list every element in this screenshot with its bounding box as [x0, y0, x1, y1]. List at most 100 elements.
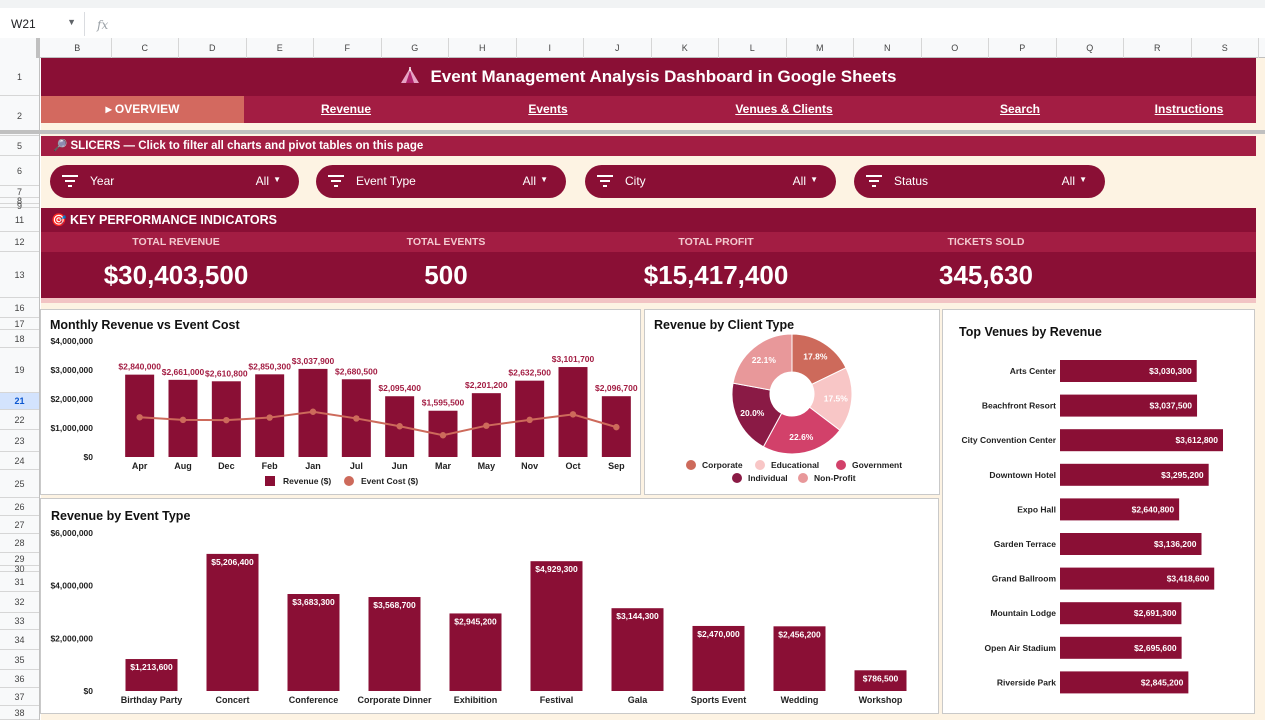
- row-header[interactable]: 16: [0, 298, 39, 318]
- client-type-chart-card[interactable]: Revenue by Client Type 17.8% 17.5% 22.6% 20…: [644, 309, 940, 495]
- event-type-chart-card[interactable]: Revenue by Event Type $6,000,000 $4,000,0…: [40, 498, 939, 714]
- tab-revenue[interactable]: Revenue: [320, 102, 372, 116]
- slicer-event-type[interactable]: Event Type All ▼: [316, 165, 566, 198]
- top-venues-chart-card[interactable]: Top Venues by Revenue Arts Center $3,030,…: [942, 309, 1255, 714]
- column-header[interactable]: L: [719, 38, 787, 58]
- row-header[interactable]: 33: [0, 613, 39, 630]
- row-header[interactable]: 8: [0, 197, 39, 206]
- row-header[interactable]: 29: [0, 553, 39, 566]
- y-tick-label: $4,000,000: [50, 581, 93, 591]
- column-header[interactable]: M: [787, 38, 854, 58]
- tab-venues-clients[interactable]: Venues & Clients: [735, 102, 833, 116]
- tab-instructions[interactable]: Instructions: [1154, 102, 1224, 116]
- chevron-down-icon[interactable]: ▼: [1079, 175, 1087, 184]
- tab-events[interactable]: Events: [528, 102, 568, 116]
- chevron-down-icon[interactable]: ▼: [810, 175, 818, 184]
- row-header[interactable]: 26: [0, 498, 39, 516]
- row-header[interactable]: 18: [0, 330, 39, 348]
- column-header[interactable]: O: [922, 38, 989, 58]
- column-header[interactable]: R: [1124, 38, 1192, 58]
- event-cost-point: [353, 415, 360, 422]
- slicer-status[interactable]: Status All ▼: [854, 165, 1105, 198]
- row-header[interactable]: 24: [0, 452, 39, 470]
- venue-bar: [1060, 636, 1182, 659]
- row-header[interactable]: 28: [0, 534, 39, 553]
- row-header[interactable]: 30: [0, 565, 39, 574]
- tab-overview[interactable]: ▸ OVERVIEW: [41, 96, 244, 123]
- row-header[interactable]: 1: [0, 58, 39, 96]
- row-header[interactable]: 2: [0, 96, 39, 136]
- x-tick-label: Mar: [435, 461, 452, 471]
- column-header[interactable]: E: [247, 38, 314, 58]
- venue-bar: [1060, 360, 1197, 382]
- legend-label: Non-Profit: [814, 473, 856, 483]
- column-header[interactable]: F: [314, 38, 382, 58]
- x-tick-label: Gala: [628, 695, 649, 705]
- slicer-year[interactable]: Year All ▼: [50, 165, 299, 198]
- row-header[interactable]: 35: [0, 650, 39, 670]
- chevron-down-icon[interactable]: ▼: [67, 17, 76, 27]
- column-header[interactable]: G: [382, 38, 449, 58]
- select-all-corner[interactable]: [0, 38, 40, 58]
- monthly-revenue-chart-card[interactable]: Monthly Revenue vs Event Cost $4,000,000…: [40, 309, 641, 495]
- column-header[interactable]: K: [652, 38, 719, 58]
- row-header[interactable]: 12: [0, 232, 39, 252]
- row-header[interactable]: 19: [0, 348, 39, 393]
- chevron-down-icon[interactable]: ▼: [273, 175, 281, 184]
- slicer-city[interactable]: City All ▼: [585, 165, 836, 198]
- column-header[interactable]: D: [179, 38, 247, 58]
- slice-data-label: 22.6%: [789, 432, 814, 442]
- slicer-value: All: [522, 174, 536, 188]
- column-header[interactable]: B: [44, 38, 112, 58]
- kpi-value-total-profit: $15,417,400: [643, 260, 789, 290]
- x-tick-label: Festival: [540, 695, 574, 705]
- row-header[interactable]: 31: [0, 572, 39, 592]
- bar-data-label: $2,632,500: [508, 368, 551, 378]
- column-header[interactable]: C: [112, 38, 179, 58]
- kpi-label-total-events: TOTAL EVENTS: [406, 236, 486, 248]
- event-type-bar: [854, 670, 907, 691]
- row-header[interactable]: 34: [0, 630, 39, 650]
- legend-label-cost: Event Cost ($): [361, 476, 418, 486]
- row-header[interactable]: 17: [0, 318, 39, 330]
- bar-data-label: $3,037,500: [1149, 401, 1192, 411]
- row-header[interactable]: 37: [0, 688, 39, 706]
- row-header[interactable]: 5: [0, 136, 39, 156]
- chevron-down-icon[interactable]: ▼: [540, 175, 548, 184]
- row-header[interactable]: 38: [0, 706, 39, 720]
- column-header[interactable]: N: [854, 38, 922, 58]
- x-tick-label: Workshop: [859, 695, 903, 705]
- venue-label: City Convention Center: [962, 435, 1057, 445]
- row-header[interactable]: 23: [0, 430, 39, 452]
- name-box[interactable]: W21 ▼: [0, 12, 85, 36]
- bar-data-label: $3,683,300: [292, 597, 335, 607]
- freeze-divider[interactable]: [0, 130, 1265, 134]
- y-tick-label: $6,000,000: [50, 528, 93, 538]
- row-header[interactable]: 6: [0, 156, 39, 186]
- kpi-label-total-revenue: TOTAL REVENUE: [132, 236, 220, 248]
- row-header[interactable]: 11: [0, 208, 39, 232]
- row-header[interactable]: 36: [0, 670, 39, 688]
- row-header[interactable]: 25: [0, 470, 39, 498]
- x-tick-label: Jan: [305, 461, 321, 471]
- column-header[interactable]: I: [517, 38, 584, 58]
- column-header[interactable]: P: [989, 38, 1057, 58]
- row-header[interactable]: 9: [0, 202, 39, 211]
- bar-data-label: $2,095,400: [378, 383, 421, 393]
- x-tick-label: Sports Event: [691, 695, 747, 705]
- row-header[interactable]: 27: [0, 516, 39, 534]
- row-header[interactable]: 7: [0, 186, 39, 198]
- tab-search[interactable]: Search: [999, 102, 1041, 116]
- row-header[interactable]: 22: [0, 410, 39, 430]
- column-header[interactable]: J: [584, 38, 652, 58]
- column-header[interactable]: H: [449, 38, 517, 58]
- slicer-label: Year: [90, 174, 115, 188]
- column-header[interactable]: S: [1192, 38, 1259, 58]
- row-header[interactable]: 21: [0, 393, 39, 410]
- event-cost-point: [439, 432, 447, 439]
- row-header[interactable]: 32: [0, 592, 39, 613]
- row-header[interactable]: 13: [0, 252, 39, 298]
- nav-tabs: ▸ OVERVIEW Revenue Events Venues & Clien…: [41, 96, 1256, 123]
- column-header[interactable]: Q: [1057, 38, 1124, 58]
- client-type-donut-chart: 17.8% 17.5% 22.6% 20.0% 22.1% Corporate Educat…: [686, 333, 902, 483]
